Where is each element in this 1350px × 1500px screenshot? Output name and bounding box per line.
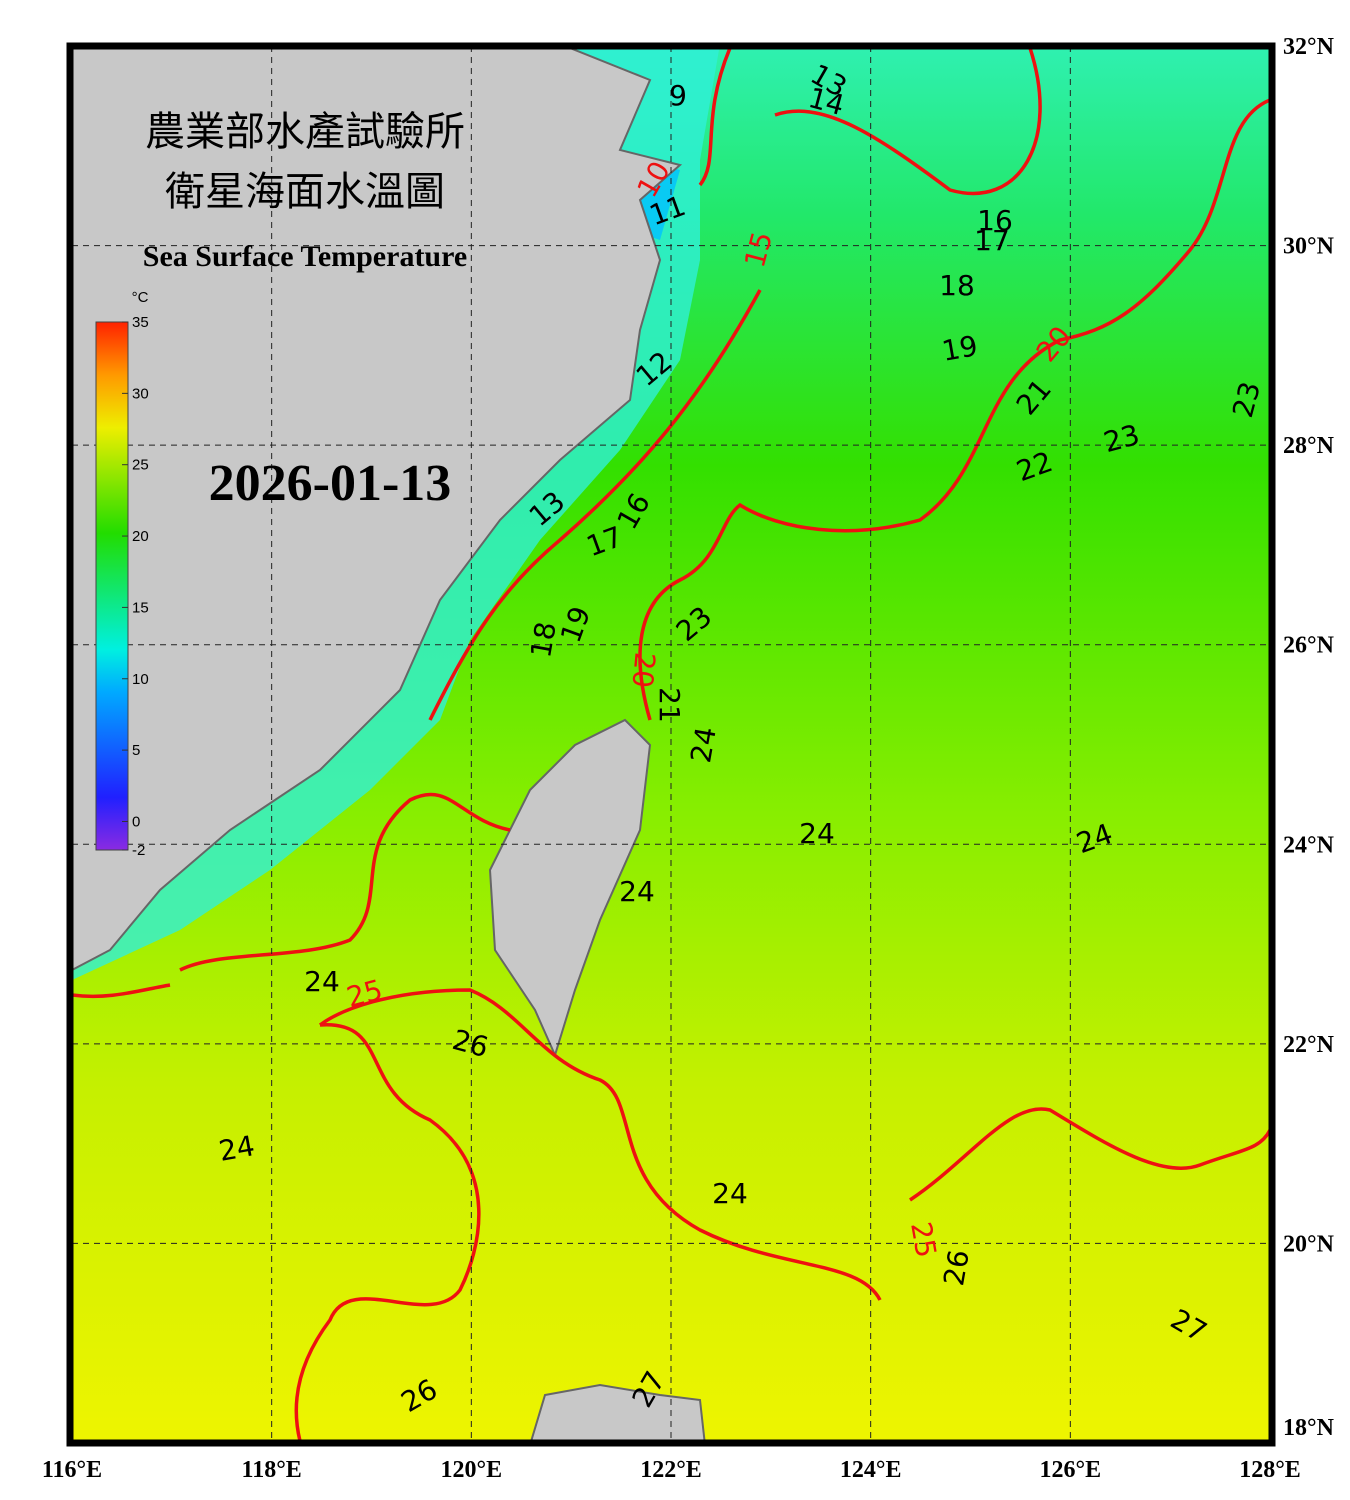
- contour-label: 24: [216, 1129, 257, 1168]
- lon-tick-label: 124°E: [840, 1457, 902, 1483]
- contour-label: 18: [524, 619, 563, 660]
- colorbar-tick-label: 5: [132, 742, 140, 759]
- isotherm: [294, 1023, 481, 1441]
- isotherm: [909, 1107, 1270, 1202]
- lon-tick-label: 126°E: [1040, 1457, 1102, 1483]
- isotherm: [318, 988, 882, 1301]
- title-zh-1: 農業部水產試驗所: [145, 109, 465, 154]
- contour-label: 24: [712, 1177, 748, 1210]
- colorbar-tick-label: 20: [132, 528, 149, 545]
- contour-label: 9: [669, 79, 687, 112]
- contour-label: 24: [684, 724, 723, 765]
- contour-label: 26: [937, 1247, 976, 1288]
- colorbar-tick-label: 15: [132, 599, 149, 616]
- lon-tick-label: 116°E: [42, 1457, 102, 1483]
- contour-label: 20: [626, 651, 662, 689]
- taiwan: [488, 718, 652, 1058]
- isotherm: [638, 98, 1270, 721]
- major-isotherms: [72, 48, 1270, 1441]
- isotherm: [774, 48, 1042, 196]
- axis-labels: 116°E 118°E 120°E 122°E 124°E 126°E 128°E 32°N 3…: [42, 34, 1335, 1483]
- title-zh-2: 衛星海面水溫圖: [165, 169, 445, 214]
- lat-tick-label: 24°N: [1283, 832, 1335, 858]
- lat-tick-label: 32°N: [1283, 34, 1335, 60]
- lat-tick-label: 28°N: [1283, 433, 1335, 459]
- colorbar-unit: °C: [132, 289, 149, 306]
- lat-tick-label: 26°N: [1283, 633, 1335, 659]
- contour-label: 25: [904, 1219, 943, 1260]
- mainland: [72, 48, 683, 972]
- isotherm: [179, 792, 511, 972]
- colorbar-tick-label: 0: [132, 813, 140, 830]
- colorbar-tick-label: 10: [132, 671, 149, 688]
- isotherm: [428, 289, 762, 721]
- colorbar-tick-label: 35: [132, 314, 149, 331]
- graticule: [72, 48, 1270, 1441]
- colorbar-tick-label: 25: [132, 457, 149, 474]
- date: 2026-01-13: [209, 455, 452, 512]
- contour-label: 18: [939, 269, 975, 302]
- isotherm: [698, 48, 732, 187]
- map-frame: [66, 42, 1276, 1447]
- contour-label: 24: [799, 817, 835, 850]
- contour-label: 24: [619, 875, 655, 908]
- lat-tick-label: 20°N: [1283, 1231, 1335, 1257]
- colorbar-tick-label: -2: [132, 842, 145, 859]
- colorbar-ticks: 35 30 25 20 15 10 5 0 -2: [122, 314, 149, 859]
- contour-label: 21: [653, 687, 686, 723]
- lat-tick-label: 30°N: [1283, 234, 1335, 260]
- lon-tick-label: 118°E: [242, 1457, 302, 1483]
- lon-tick-label: 128°E: [1239, 1457, 1301, 1483]
- colorbar-tick-label: 30: [132, 385, 149, 402]
- isotherm: [72, 983, 171, 999]
- lat-tick-label: 18°N: [1283, 1415, 1335, 1441]
- lat-tick-label: 22°N: [1283, 1032, 1335, 1058]
- lon-tick-label: 120°E: [441, 1457, 503, 1483]
- title-en: Sea Surface Temperature: [143, 240, 467, 273]
- contour-label: 24: [304, 965, 340, 998]
- colorbar: [95, 321, 129, 851]
- contour-label: 17: [974, 224, 1010, 257]
- luzon: [530, 1383, 706, 1441]
- contour-label: 16: [977, 204, 1013, 237]
- contour-label: 19: [939, 329, 980, 368]
- lon-tick-label: 122°E: [640, 1457, 702, 1483]
